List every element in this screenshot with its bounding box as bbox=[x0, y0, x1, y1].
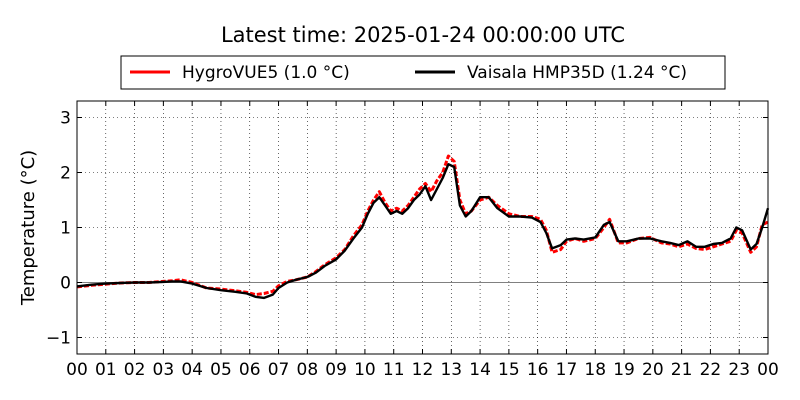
y-tick-label: −1 bbox=[46, 329, 71, 349]
y-axis: −1 0 1 2 3 bbox=[46, 109, 768, 349]
y-tick-label: 2 bbox=[60, 164, 71, 184]
series-layer bbox=[76, 154, 770, 300]
x-tick-label: 11 bbox=[383, 360, 405, 380]
x-tick-label: 01 bbox=[95, 360, 117, 380]
x-tick-label: 20 bbox=[642, 360, 664, 380]
x-tick-label: 21 bbox=[671, 360, 693, 380]
x-tick-label: 08 bbox=[297, 360, 319, 380]
plot-area bbox=[76, 100, 769, 355]
series-line-hygrovue5 bbox=[76, 154, 769, 297]
x-tick-label: 03 bbox=[153, 360, 175, 380]
legend-label-vaisala: Vaisala HMP35D (1.24 °C) bbox=[467, 63, 687, 83]
x-tick-label: 10 bbox=[354, 360, 376, 380]
legend: HygroVUE5 (1.0 °C) Vaisala HMP35D (1.24 … bbox=[120, 55, 726, 90]
series-line-vaisala-hmp35d bbox=[76, 162, 770, 300]
x-tick-label: 00 bbox=[757, 360, 779, 380]
x-tick-label: 19 bbox=[613, 360, 635, 380]
y-tick-label: 1 bbox=[60, 219, 71, 239]
x-tick-label: 07 bbox=[268, 360, 290, 380]
x-tick-label: 09 bbox=[325, 360, 347, 380]
x-tick-label: 15 bbox=[498, 360, 520, 380]
x-tick-label: 23 bbox=[728, 360, 750, 380]
x-tick-label: 17 bbox=[556, 360, 578, 380]
x-tick-label: 22 bbox=[700, 360, 722, 380]
y-axis-label: Temperature (°C) bbox=[18, 150, 39, 306]
chart-title: Latest time: 2025-01-24 00:00:00 UTC bbox=[221, 23, 625, 47]
x-tick-label: 05 bbox=[210, 360, 232, 380]
y-tick-label: 0 bbox=[60, 274, 71, 294]
x-tick-label: 18 bbox=[584, 360, 606, 380]
y-tick-label: 3 bbox=[60, 109, 71, 129]
x-tick-label: 14 bbox=[469, 360, 491, 380]
x-tick-label: 06 bbox=[239, 360, 261, 380]
x-tick-label: 02 bbox=[124, 360, 146, 380]
x-tick-label: 12 bbox=[412, 360, 434, 380]
x-tick-label: 13 bbox=[440, 360, 462, 380]
x-tick-label: 04 bbox=[181, 360, 203, 380]
x-axis: 00 01 02 03 04 05 06 07 08 09 10 11 12 13 14 15 16 17 18 19… bbox=[66, 101, 779, 380]
x-tick-label: 16 bbox=[527, 360, 549, 380]
grid bbox=[77, 101, 768, 354]
x-tick-label: 00 bbox=[66, 360, 88, 380]
legend-label-hygrovue: HygroVUE5 (1.0 °C) bbox=[182, 63, 350, 83]
